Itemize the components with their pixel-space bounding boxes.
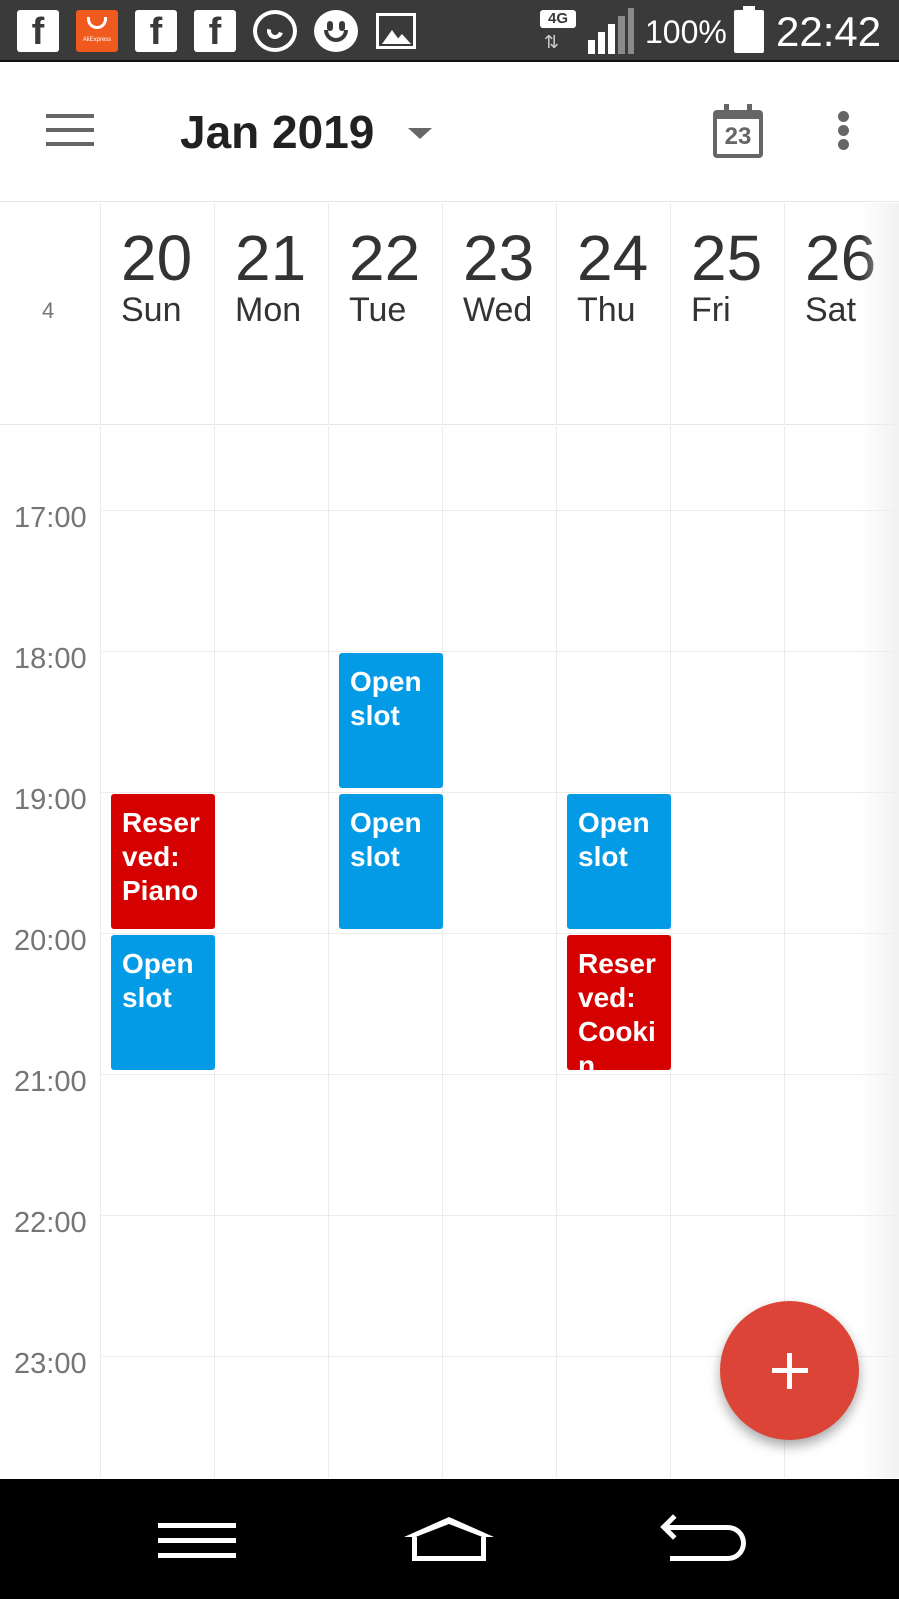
aliexpress-icon: AliExpress	[76, 10, 118, 52]
day-header-wed[interactable]: 23 Wed	[442, 203, 556, 425]
column-divider	[442, 426, 443, 1478]
back-icon[interactable]	[660, 1514, 748, 1565]
battery-percent: 100%	[645, 14, 727, 50]
network-type: 4G	[540, 10, 576, 28]
hour-label: 21:00	[14, 1066, 87, 1098]
day-header-sat[interactable]: 26 Sat	[784, 203, 898, 425]
add-event-button[interactable]	[720, 1301, 859, 1440]
week-number: 4	[42, 298, 55, 323]
day-name: Mon	[235, 291, 302, 329]
today-day-number: 23	[724, 123, 752, 150]
hour-label: 17:00	[14, 502, 87, 534]
day-name: Tue	[349, 291, 407, 329]
day-name: Sun	[121, 291, 182, 329]
hour-line	[100, 1074, 899, 1075]
day-number: 22	[349, 222, 421, 294]
event-open-slot[interactable]: Open slot	[567, 794, 671, 929]
hour-line	[100, 1356, 899, 1357]
hour-label: 20:00	[14, 925, 87, 957]
hour-line	[100, 1215, 899, 1216]
hour-line	[100, 651, 899, 652]
column-divider	[556, 426, 557, 1478]
hour-label: 23:00	[14, 1348, 87, 1380]
day-header-sun[interactable]: 20 Sun	[100, 203, 214, 425]
day-number: 21	[235, 222, 307, 294]
home-icon[interactable]	[404, 1517, 494, 1563]
hour-line	[100, 792, 899, 793]
today-calendar-icon[interactable]: 23	[713, 104, 763, 158]
day-number: 23	[463, 222, 535, 294]
whatsapp-icon	[253, 10, 297, 52]
dropdown-caret-icon[interactable]	[408, 128, 432, 139]
event-open-slot[interactable]: Open slot	[111, 935, 215, 1070]
time-grid[interactable]: 17:00 18:00 19:00 20:00 21:00 22:00 23:0…	[0, 426, 899, 1478]
day-number: 25	[691, 222, 763, 294]
column-divider	[328, 426, 329, 1478]
smiley-icon	[314, 10, 358, 52]
signal-icon	[588, 8, 634, 54]
day-name: Wed	[463, 291, 533, 329]
facebook-icon: f	[194, 10, 236, 53]
aliexpress-label: AliExpress	[82, 37, 112, 43]
day-number: 26	[805, 222, 877, 294]
day-name: Fri	[691, 291, 731, 329]
event-reserved-piano[interactable]: Reserved: Piano	[111, 794, 215, 929]
column-divider	[100, 426, 101, 1478]
battery-icon	[734, 6, 764, 53]
day-name: Thu	[577, 291, 636, 329]
day-number: 20	[121, 222, 193, 294]
hamburger-menu-icon[interactable]	[46, 112, 94, 148]
system-nav-bar	[0, 1479, 899, 1599]
day-header-thu[interactable]: 24 Thu	[556, 203, 670, 425]
app-bar: Jan 2019 23	[0, 64, 899, 202]
day-number: 24	[577, 222, 649, 294]
hour-label: 19:00	[14, 784, 87, 816]
hour-label: 22:00	[14, 1207, 87, 1239]
month-title[interactable]: Jan 2019	[180, 106, 375, 158]
event-open-slot[interactable]: Open slot	[339, 653, 443, 788]
more-options-icon[interactable]	[832, 111, 856, 151]
event-open-slot[interactable]: Open slot	[339, 794, 443, 929]
event-reserved-cooking[interactable]: Reserved: Cookin	[567, 935, 671, 1070]
hour-line	[100, 933, 899, 934]
data-arrows-icon: ⇅	[544, 32, 559, 52]
plus-icon	[787, 1353, 792, 1389]
status-time: 22:42	[776, 8, 882, 55]
day-header-mon[interactable]: 21 Mon	[214, 203, 328, 425]
day-header-fri[interactable]: 25 Fri	[670, 203, 784, 425]
hour-line	[100, 510, 899, 511]
day-header-tue[interactable]: 22 Tue	[328, 203, 442, 425]
facebook-icon: f	[135, 10, 177, 53]
day-name: Sat	[805, 291, 857, 329]
column-divider	[784, 426, 785, 1478]
recent-apps-icon[interactable]	[158, 1523, 236, 1559]
gallery-icon	[376, 13, 416, 49]
status-bar: f AliExpress f f 4G ⇅ 100% 22:42	[0, 0, 899, 62]
facebook-icon: f	[17, 10, 59, 53]
hour-label: 18:00	[14, 643, 87, 675]
week-day-header: 4 20 Sun 21 Mon 22 Tue 23 Wed 24 Thu 25 …	[0, 203, 899, 425]
